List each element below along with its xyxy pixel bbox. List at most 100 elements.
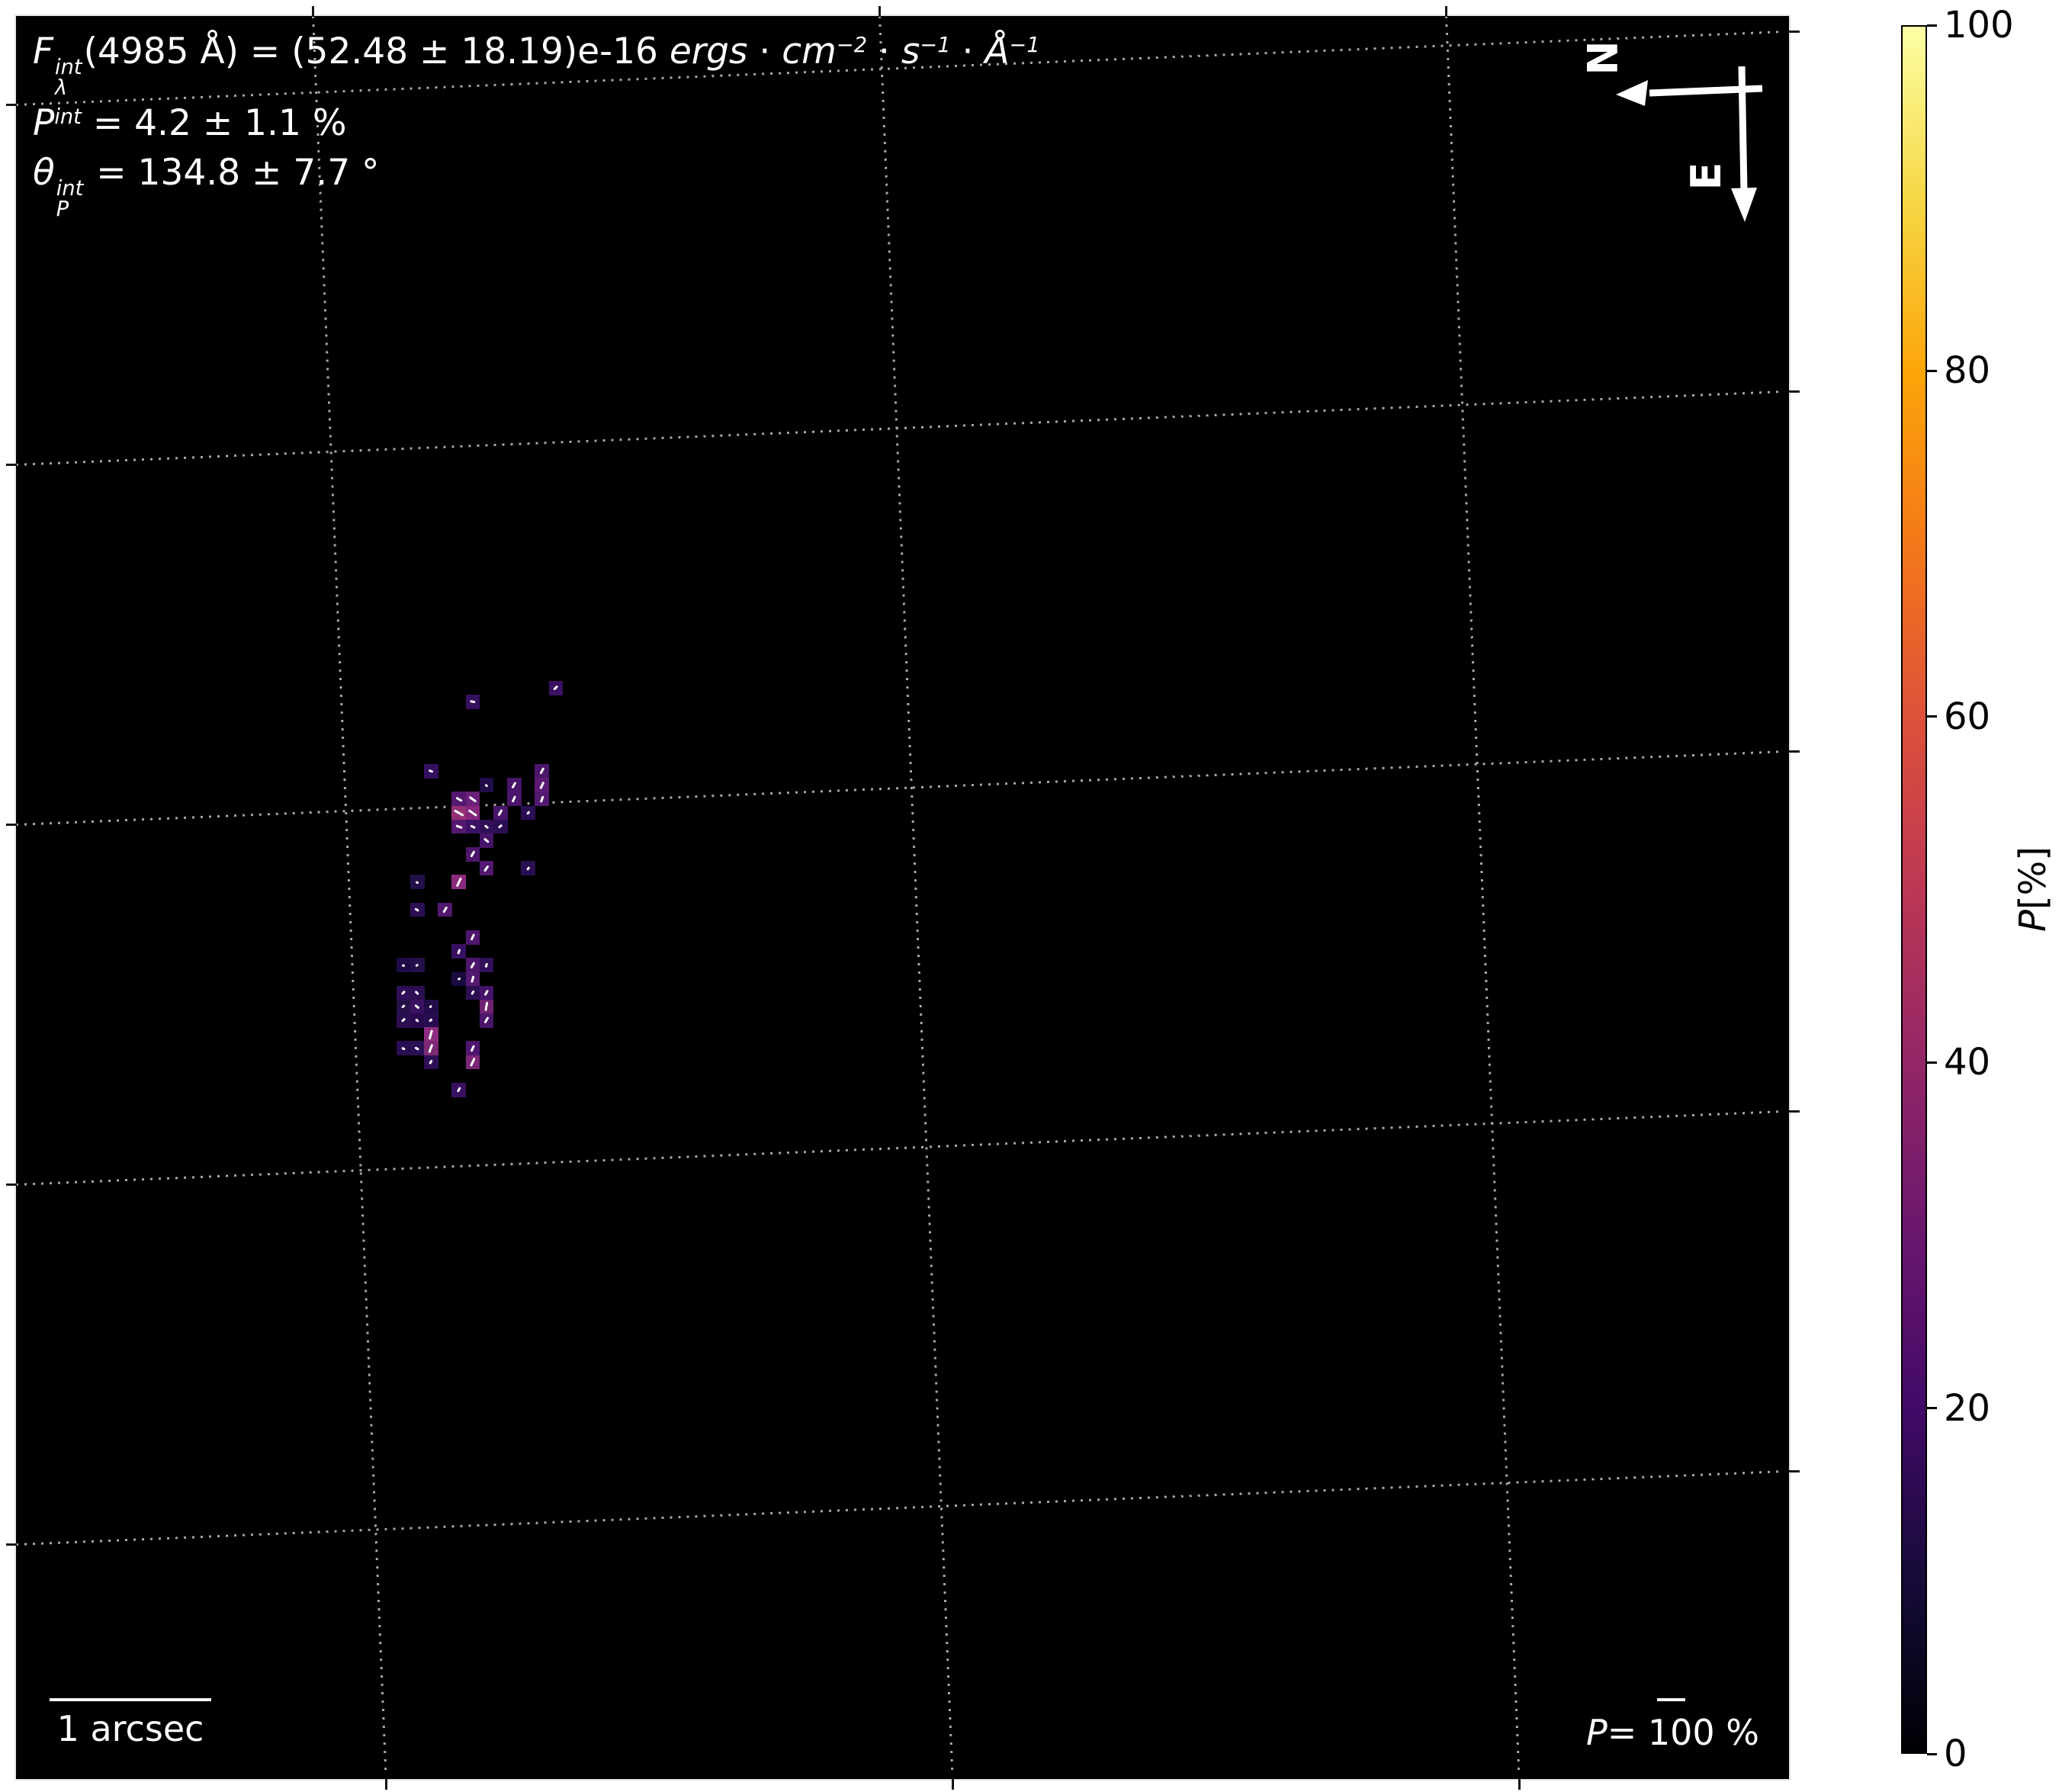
polarization-pixel <box>424 1013 438 1028</box>
polarization-vector <box>454 809 464 817</box>
polarization-pixel <box>479 1013 494 1028</box>
polarization-vector <box>511 782 517 789</box>
polarization-vector <box>456 1087 461 1094</box>
polarization-pixel <box>410 875 425 890</box>
colorbar-tick-label: 20 <box>1944 1386 1991 1430</box>
polarization-pixel <box>438 902 452 917</box>
colorbar-tick <box>1927 1407 1937 1410</box>
polarization-pixel <box>479 819 494 834</box>
polarization-pixel <box>465 985 480 1000</box>
polarization-pixel <box>451 971 467 987</box>
axis-tick-top <box>312 6 314 17</box>
polarization-vector <box>483 864 490 872</box>
axis-tick-top <box>1445 6 1447 17</box>
colorbar-tick <box>1927 1752 1937 1755</box>
polarization-pixel <box>410 1041 425 1056</box>
polarization-pixel <box>479 999 494 1014</box>
polarization-pixel <box>507 778 522 792</box>
axis-tick-bottom <box>385 1779 387 1790</box>
polarization-pixel <box>465 1041 480 1056</box>
polarization-pixel <box>451 944 467 959</box>
polarization-vector <box>454 824 463 830</box>
polarization-vector <box>429 1018 434 1023</box>
polarization-vector <box>457 977 461 981</box>
reference-vector-label: P= 100 % <box>1585 1712 1760 1753</box>
polarization-pixel <box>479 985 494 1000</box>
polarization-vector <box>511 795 517 803</box>
polarization-pixel <box>465 847 480 862</box>
colorbar-tick <box>1927 715 1937 718</box>
polarization-pixel <box>521 861 535 875</box>
polarization-vector <box>470 850 476 859</box>
axis-tick-left <box>6 824 17 826</box>
polarization-pixel <box>424 764 438 779</box>
axis-tick-right <box>1789 750 1800 753</box>
polarization-pixel <box>396 999 411 1014</box>
polarization-vector <box>415 880 419 885</box>
polarization-pixel <box>410 902 425 917</box>
polarization-vector <box>483 1016 490 1024</box>
polarization-vector <box>400 1046 406 1051</box>
polarization-pixel <box>396 1013 411 1028</box>
polarization-pixel <box>535 764 550 779</box>
polarization-vector <box>467 808 478 817</box>
polarization-pixel <box>396 1041 411 1056</box>
polarization-pixel <box>465 819 480 834</box>
polarization-pixel <box>465 695 480 709</box>
polarization-vector <box>455 877 463 888</box>
polarization-pixel <box>479 958 494 973</box>
polarization-pixel <box>465 971 480 987</box>
colorbar-tick-label: 100 <box>1944 4 2014 47</box>
colorbar <box>1901 25 1927 1754</box>
polarization-pixel <box>507 792 522 807</box>
polarization-pixel <box>465 805 480 821</box>
scale-bar-label: 1 arcsec <box>56 1708 204 1749</box>
polarization-pixel <box>410 958 425 973</box>
axis-tick-right <box>1789 1110 1800 1113</box>
polarization-vector <box>470 962 476 969</box>
polarization-vector <box>429 1004 433 1010</box>
polarization-pixel <box>479 861 494 875</box>
polarization-vector <box>469 824 476 830</box>
polarization-vector <box>415 1018 420 1023</box>
integrated-polarization-annotation: Pint = 4.2 ± 1.1 % <box>33 102 347 145</box>
axis-tick-right <box>1789 390 1800 393</box>
polarization-vector <box>483 837 490 844</box>
wcs-grid-line-vertical <box>1445 15 1521 1775</box>
wcs-grid-line-vertical <box>312 15 387 1775</box>
axis-tick-top <box>878 6 881 17</box>
polarization-pixel <box>396 985 411 1000</box>
axis-tick-left <box>6 104 17 106</box>
wcs-grid-line-horizontal <box>16 1470 1785 1546</box>
wcs-grid-line-vertical <box>878 15 954 1775</box>
colorbar-axis-label: P [%] <box>2012 846 2054 932</box>
axis-tick-bottom <box>952 1779 954 1790</box>
colorbar-tick <box>1927 1061 1937 1064</box>
polarization-pixel <box>451 805 467 821</box>
polarization-vector <box>400 1018 406 1023</box>
axis-tick-left <box>6 1183 17 1186</box>
colorbar-tick-label: 0 <box>1944 1733 1967 1775</box>
polarization-vector <box>415 990 420 996</box>
polarization-vector <box>428 769 434 774</box>
polarization-vector <box>414 1004 420 1010</box>
polarization-pixel <box>424 1027 438 1042</box>
polarization-pixel <box>410 999 425 1014</box>
wcs-grid-line-horizontal <box>16 750 1785 826</box>
polarization-pixel <box>521 805 535 821</box>
polarization-pixel <box>465 930 480 945</box>
polarization-vector <box>414 1045 420 1051</box>
polarization-vector <box>483 989 490 997</box>
polarization-vector <box>497 809 503 817</box>
polarization-pixel <box>465 1055 480 1070</box>
wcs-grid-line-horizontal <box>16 390 1785 466</box>
axis-tick-right <box>1789 31 1800 33</box>
polarization-vector <box>471 975 475 983</box>
polarization-vector <box>484 1002 489 1012</box>
polarization-vector <box>539 767 545 776</box>
axis-tick-left <box>6 464 17 466</box>
polarization-pixel <box>535 792 550 807</box>
